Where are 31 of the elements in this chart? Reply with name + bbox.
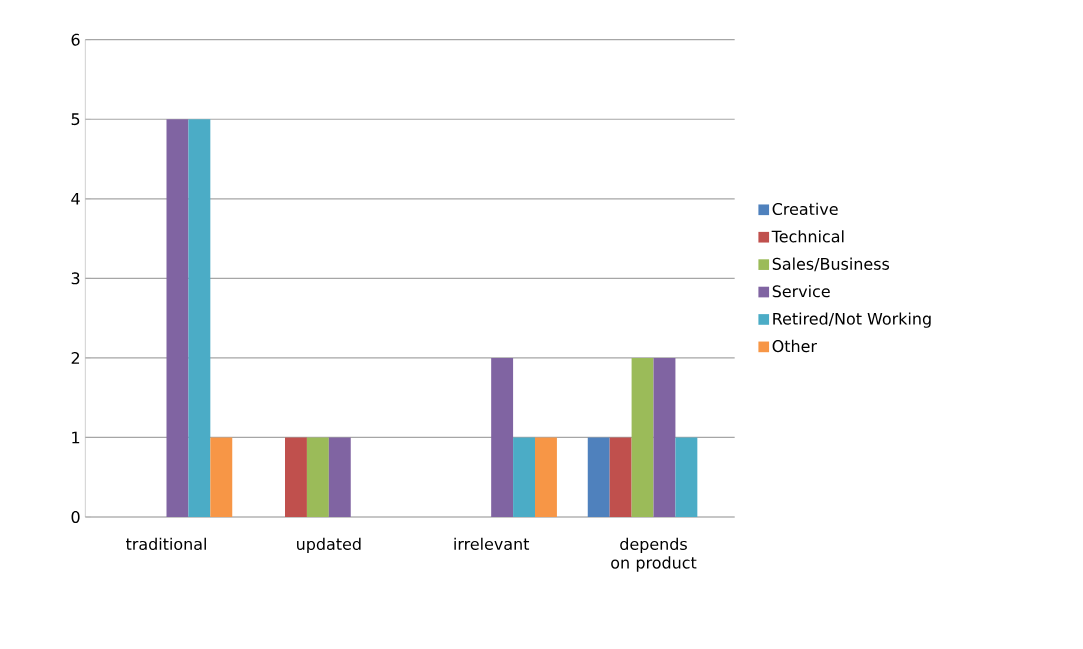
bar <box>609 437 632 517</box>
bar <box>188 119 211 517</box>
legend-label: Sales/Business <box>772 257 890 272</box>
bar <box>210 437 233 517</box>
bar <box>587 437 610 517</box>
bar <box>328 437 351 517</box>
y-tick-label: 2 <box>71 351 80 364</box>
bar <box>166 119 189 517</box>
x-tick-label: irrelevant <box>454 537 530 551</box>
y-tick-label: 0 <box>71 510 80 524</box>
bar <box>631 357 654 517</box>
legend-label: Service <box>772 285 830 298</box>
y-tick-label: 4 <box>71 192 80 205</box>
y-tick-label: 3 <box>71 272 80 285</box>
x-tick-label: traditional <box>126 537 206 551</box>
legend-label: Technical <box>771 230 844 243</box>
bar <box>653 357 676 517</box>
bar <box>306 437 329 517</box>
y-tick-label: 5 <box>71 113 80 126</box>
legend-label: Creative <box>772 202 838 216</box>
y-tick-label: 6 <box>71 33 80 46</box>
bar <box>675 437 698 517</box>
y-tick-label: 1 <box>72 431 80 444</box>
bar <box>285 437 307 517</box>
legend-label: Retired/Not Working <box>773 312 931 328</box>
bar <box>491 357 514 517</box>
bar <box>535 437 557 517</box>
legend-label: Other <box>772 339 817 353</box>
bar <box>513 437 535 517</box>
x-tick-label: updated <box>297 537 361 554</box>
x-tick-label: depends on product <box>611 537 697 572</box>
